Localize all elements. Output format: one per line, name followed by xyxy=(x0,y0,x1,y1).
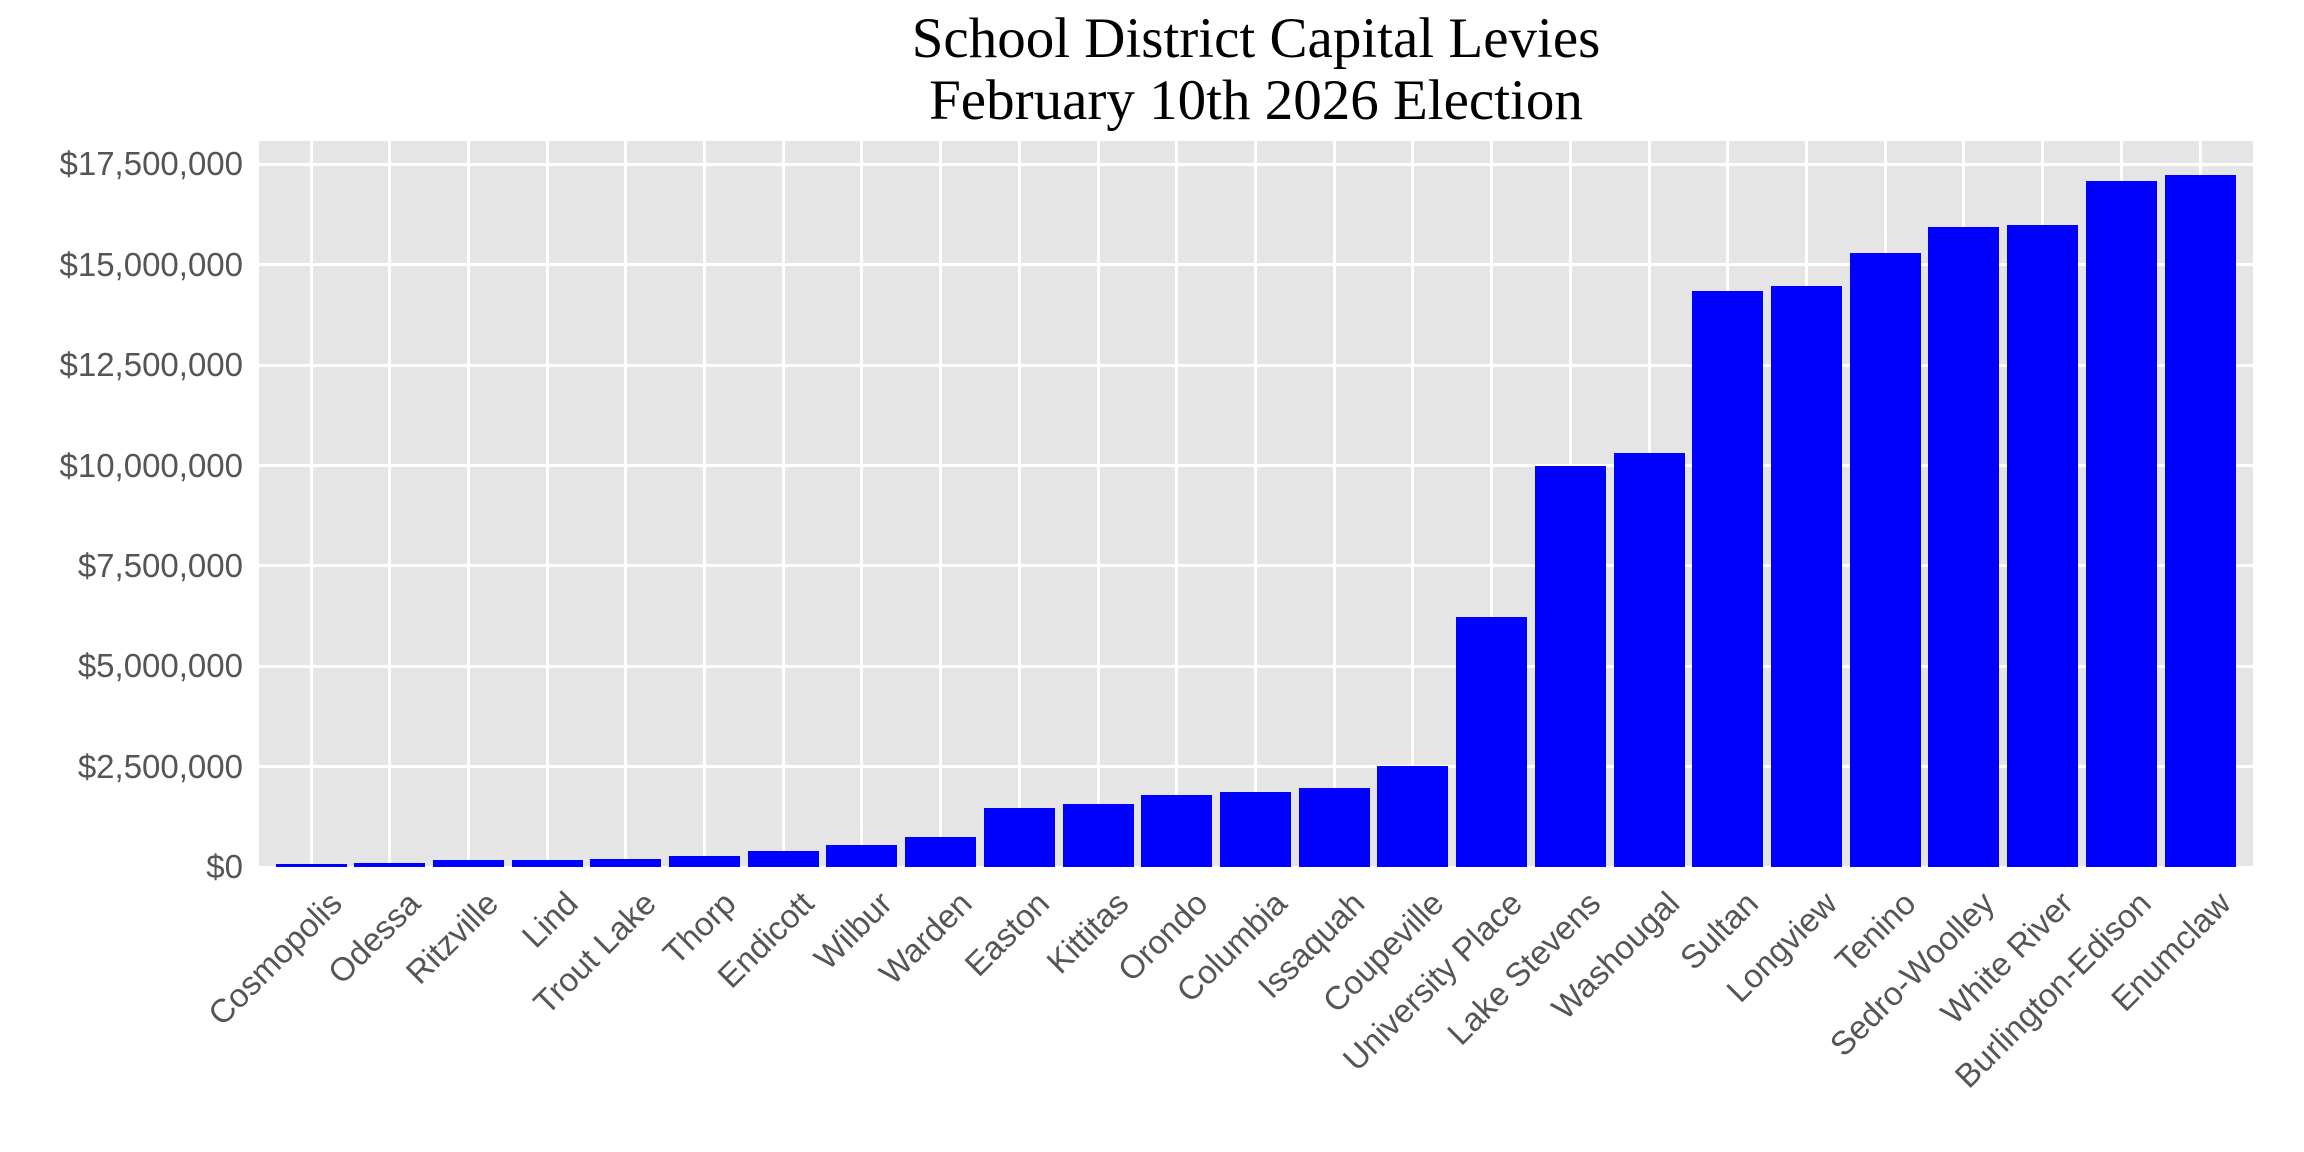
v-gridline xyxy=(1411,141,1415,867)
v-gridline xyxy=(388,141,392,867)
bar-trout-lake xyxy=(590,859,662,867)
bar-burlington-edison xyxy=(2085,181,2157,867)
bar-endicott xyxy=(747,851,819,867)
y-tick-label: $15,000,000 xyxy=(59,245,243,283)
bar-thorp xyxy=(669,856,741,867)
h-gridline xyxy=(259,865,2253,869)
v-gridline xyxy=(1017,141,1021,867)
bar-lind xyxy=(511,860,583,867)
v-gridline xyxy=(309,141,313,867)
plot-area xyxy=(259,141,2253,869)
v-gridline xyxy=(781,141,785,867)
v-gridline xyxy=(1096,141,1100,867)
bar-columbia xyxy=(1220,791,1291,867)
bar-cosmopolis xyxy=(275,864,347,867)
bar-sultan xyxy=(1692,291,1764,867)
x-tick-label: Lind xyxy=(514,884,585,955)
bar-white-river xyxy=(2007,224,2079,867)
bar-issaquah xyxy=(1298,787,1370,867)
v-gridline xyxy=(624,141,628,867)
v-gridline xyxy=(703,141,707,867)
chart-title-line-1: School District Capital Levies xyxy=(911,7,1601,70)
y-tick-label: $17,500,000 xyxy=(59,145,243,183)
bar-lake-stevens xyxy=(1534,465,1606,867)
y-tick-label: $5,000,000 xyxy=(77,647,243,685)
bar-coupeville xyxy=(1377,765,1449,867)
bar-longview xyxy=(1770,286,1842,867)
bar-wilbur xyxy=(826,844,898,867)
bar-washougal xyxy=(1613,453,1685,867)
v-gridline xyxy=(1254,141,1257,867)
v-gridline xyxy=(860,141,864,867)
v-gridline xyxy=(1332,141,1336,867)
bar-orondo xyxy=(1141,794,1213,867)
y-tick-label: $12,500,000 xyxy=(59,346,243,384)
v-gridline xyxy=(545,141,549,867)
y-tick-label: $7,500,000 xyxy=(77,546,243,584)
v-gridline xyxy=(1490,141,1494,867)
y-tick-label: $2,500,000 xyxy=(77,747,243,785)
bar-tenino xyxy=(1849,252,1921,867)
bar-easton xyxy=(983,808,1055,867)
x-tick-label: Easton xyxy=(957,884,1057,984)
v-gridline xyxy=(466,141,470,867)
bar-kittitas xyxy=(1062,803,1134,867)
y-tick-label: $0 xyxy=(206,848,243,885)
bar-enumclaw xyxy=(2164,175,2236,867)
bar-ritzville xyxy=(432,860,504,867)
v-gridline xyxy=(1175,141,1179,867)
v-gridline xyxy=(939,141,943,867)
chart-title: School District Capital Levies February … xyxy=(259,8,2253,132)
chart-title-line-2: February 10th 2026 Election xyxy=(929,69,1583,132)
bar-sedro-woolley xyxy=(1928,227,2000,867)
bar-warden xyxy=(905,837,977,867)
y-tick-label: $10,000,000 xyxy=(59,446,243,484)
bar-university-place xyxy=(1456,617,1528,867)
bar-odessa xyxy=(354,863,426,867)
